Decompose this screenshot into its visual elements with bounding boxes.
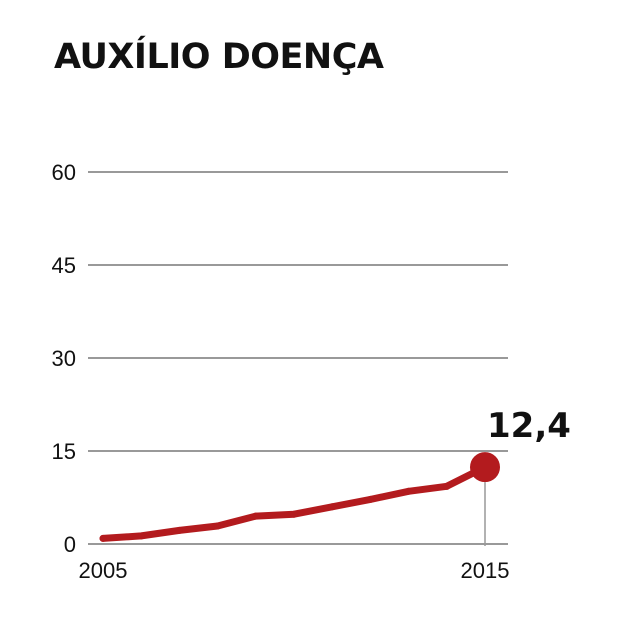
data-point: [175, 526, 183, 534]
data-point: [214, 522, 222, 530]
series-group: 12,4: [99, 406, 571, 546]
chart-title: AUXÍLIO DOENÇA: [54, 37, 384, 77]
data-point: [405, 487, 413, 495]
x-tick-label: 2015: [461, 558, 510, 583]
x-axis-ticks: 2005 2015: [79, 558, 510, 583]
data-point: [443, 482, 451, 490]
series-line: [99, 463, 489, 542]
y-tick-label: 30: [52, 346, 76, 371]
x-tick-label: 2005: [79, 558, 128, 583]
end-value-label: 12,4: [487, 406, 571, 446]
data-point: [366, 495, 374, 503]
data-point: [99, 534, 107, 542]
y-tick-label: 15: [52, 439, 76, 464]
y-axis-ticks: 0 15 30 45 60: [52, 160, 76, 557]
y-tick-label: 60: [52, 160, 76, 185]
end-point-marker: [470, 452, 500, 483]
y-tick-label: 0: [64, 532, 76, 557]
data-point: [252, 512, 260, 520]
data-point: [290, 510, 298, 518]
data-point: [137, 532, 145, 540]
y-tick-label: 45: [52, 253, 76, 278]
data-point: [328, 503, 336, 511]
grid-lines: [88, 171, 508, 545]
